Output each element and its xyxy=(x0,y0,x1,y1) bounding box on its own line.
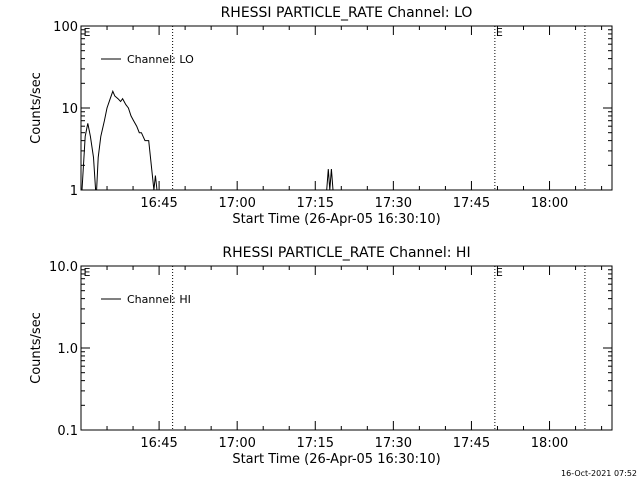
x-tick-label: 17:30 xyxy=(375,196,412,211)
series-line xyxy=(81,89,334,191)
event-marker-label: E xyxy=(496,26,503,39)
chart-title: RHESSI PARTICLE_RATE Channel: HI xyxy=(222,245,470,261)
x-tick-label: 16:45 xyxy=(140,196,177,211)
x-tick-label: 17:45 xyxy=(453,436,490,451)
x-tick-label: 17:00 xyxy=(218,196,255,211)
y-tick-label: 0.1 xyxy=(57,424,78,439)
legend-label: Channel: LO xyxy=(127,53,194,66)
x-tick-label: 17:15 xyxy=(297,436,334,451)
plot-frame xyxy=(80,25,613,191)
y-tick-label: 1.0 xyxy=(57,342,78,357)
timestamp-label: 16-Oct-2021 07:52 xyxy=(561,469,637,478)
y-tick-label: 10 xyxy=(61,102,78,117)
x-tick-label: 18:00 xyxy=(531,436,568,451)
event-marker-label: E xyxy=(496,266,503,279)
x-axis-label: Start Time (26-Apr-05 16:30:10) xyxy=(232,212,440,227)
x-tick-label: 16:45 xyxy=(140,436,177,451)
chart-title: RHESSI PARTICLE_RATE Channel: LO xyxy=(221,5,473,21)
panel-lo-channel: RHESSI PARTICLE_RATE Channel: LO 1 10 100 16… xyxy=(29,5,613,227)
panel-hi-channel: RHESSI PARTICLE_RATE Channel: HI 0.1 1.0 10… xyxy=(29,245,613,467)
x-tick-label: 17:00 xyxy=(218,436,255,451)
y-tick-label: 100 xyxy=(53,20,78,35)
legend-label: Channel: HI xyxy=(127,293,191,306)
event-marker-label: E xyxy=(84,26,91,39)
y-tick-label: 1 xyxy=(70,184,78,199)
x-tick-label: 18:00 xyxy=(531,196,568,211)
x-tick-label: 17:45 xyxy=(453,196,490,211)
event-marker-label: E xyxy=(84,266,91,279)
y-axis-label: Counts/sec xyxy=(29,72,44,144)
x-tick-label: 17:30 xyxy=(375,436,412,451)
x-tick-label: 17:15 xyxy=(297,196,334,211)
y-axis-label: Counts/sec xyxy=(29,312,44,384)
x-axis-label: Start Time (26-Apr-05 16:30:10) xyxy=(232,452,440,467)
plot-frame xyxy=(80,265,613,431)
y-tick-label: 10.0 xyxy=(49,260,78,275)
